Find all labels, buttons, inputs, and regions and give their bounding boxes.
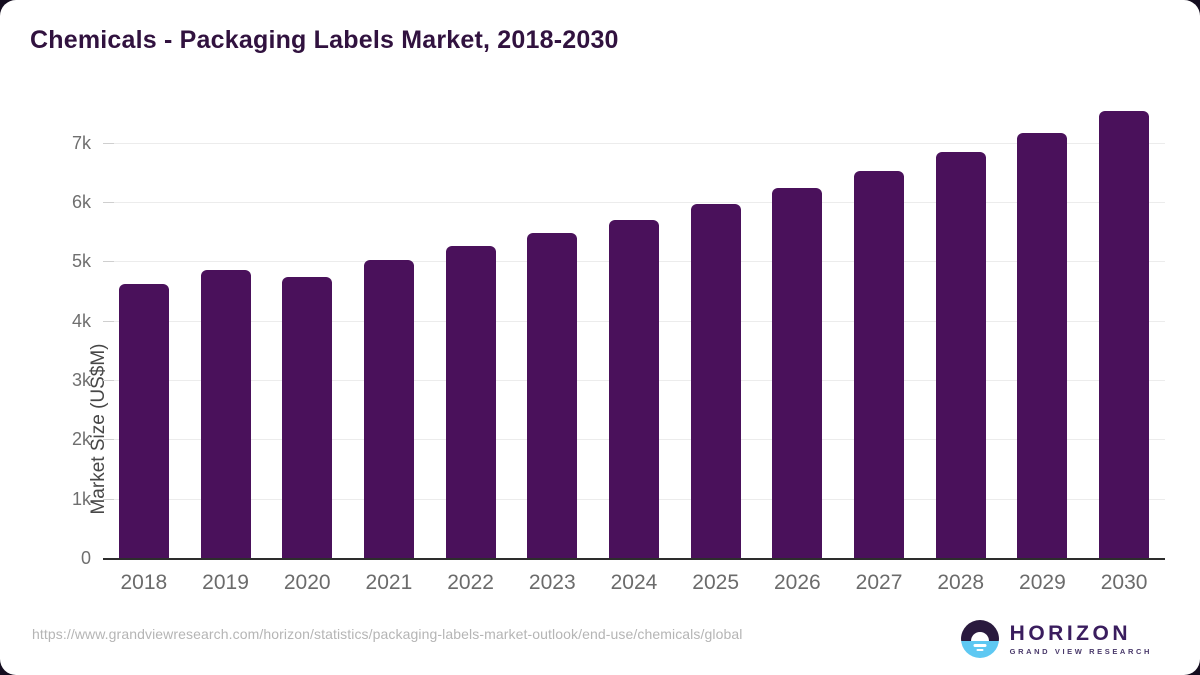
chart-title: Chemicals - Packaging Labels Market, 201… (30, 26, 619, 54)
source-url-text: https://www.grandviewresearch.com/horizo… (32, 626, 743, 642)
bar-column-2027: 2027 (838, 99, 920, 594)
y-tick-label-2k: 2k (71, 429, 91, 450)
x-tick-label-2023: 2023 (528, 571, 576, 594)
bar-2027 (854, 170, 905, 559)
sunrise-horizon-icon (960, 620, 999, 658)
y-tick-label-4k: 4k (71, 310, 91, 331)
y-tick-2k (103, 439, 114, 441)
bar-column-2023: 2023 (511, 99, 593, 594)
brand-logo: HORIZON GRAND VIEW RESEARCH (960, 620, 1152, 658)
bar-2022 (445, 246, 496, 559)
y-tick-label-1k: 1k (71, 488, 91, 509)
x-tick-label-2028: 2028 (937, 571, 985, 594)
gridline-6k (103, 201, 1165, 203)
x-tick-label-2021: 2021 (365, 571, 413, 594)
x-tick-label-2027: 2027 (855, 571, 903, 594)
bar-2020 (282, 276, 333, 559)
y-tick-6k (103, 201, 114, 203)
brand-logo-text: HORIZON GRAND VIEW RESEARCH (1009, 621, 1152, 656)
bar-column-2024: 2024 (593, 99, 675, 594)
bar-column-2022: 2022 (430, 99, 512, 594)
x-tick-label-2020: 2020 (283, 571, 331, 594)
bar-column-2019: 2019 (185, 99, 267, 594)
x-tick-label-2019: 2019 (202, 571, 249, 594)
y-tick-3k (103, 379, 114, 381)
y-tick-label-5k: 5k (71, 251, 91, 272)
y-tick-label-7k: 7k (71, 132, 91, 153)
x-tick-label-2022: 2022 (447, 571, 494, 594)
bar-2019 (200, 269, 251, 559)
x-tick-label-2024: 2024 (610, 571, 658, 594)
y-tick-4k (103, 320, 114, 322)
bar-chart-plot-area: Market Size (US$M) 0 1k 2k 3k 4k 5k 6k 7k 2018 2… (72, 99, 1165, 594)
bar-2028 (935, 152, 986, 559)
x-tick-label-2018: 2018 (120, 571, 168, 594)
gridline-7k (103, 142, 1165, 144)
y-tick-7k (103, 142, 114, 144)
x-tick-label-2029: 2029 (1019, 571, 1066, 594)
bar-2029 (1017, 133, 1068, 559)
y-tick-label-6k: 6k (71, 191, 91, 212)
bar-2026 (772, 188, 823, 559)
y-tick-5k (103, 261, 114, 263)
bar-column-2020: 2020 (266, 99, 348, 594)
bar-column-2018: 2018 (103, 99, 185, 594)
bar-column-2026: 2026 (757, 99, 839, 594)
y-tick-label-3k: 3k (71, 369, 91, 390)
x-tick-label-2026: 2026 (773, 571, 821, 594)
brand-subtitle: GRAND VIEW RESEARCH (1009, 646, 1152, 656)
bar-column-2021: 2021 (348, 99, 430, 594)
bar-2018 (118, 283, 169, 559)
brand-name: HORIZON (1009, 621, 1131, 645)
x-tick-label-2025: 2025 (692, 571, 740, 594)
x-tick-label-2030: 2030 (1100, 571, 1148, 594)
x-axis-line (103, 558, 1165, 560)
bar-2024 (608, 219, 659, 559)
y-tick-1k (103, 498, 114, 500)
bar-2023 (527, 233, 578, 559)
bar-2025 (690, 204, 741, 559)
bar-column-2028: 2028 (920, 99, 1002, 594)
bar-2021 (363, 259, 414, 559)
bar-column-2025: 2025 (675, 99, 757, 594)
bars-layer: 2018 2019 2020 2021 2022 2023 2024 2025 2026 2027… (103, 99, 1165, 594)
bar-column-2029: 2029 (1002, 99, 1084, 594)
y-tick-label-0: 0 (80, 548, 91, 568)
bar-2030 (1099, 110, 1150, 559)
bar-column-2030: 2030 (1083, 99, 1165, 594)
